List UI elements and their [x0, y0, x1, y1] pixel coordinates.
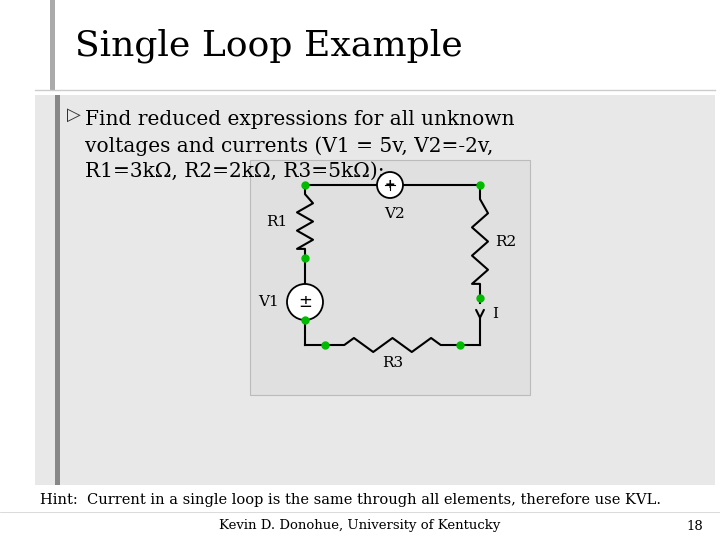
Text: R1=3kΩ, R2=2kΩ, R3=5kΩ):: R1=3kΩ, R2=2kΩ, R3=5kΩ):	[85, 162, 384, 181]
Text: voltages and currents (V1 = 5v, V2=-2v,: voltages and currents (V1 = 5v, V2=-2v,	[85, 136, 493, 156]
Circle shape	[377, 172, 403, 198]
Text: ±: ±	[298, 293, 312, 311]
Text: Kevin D. Donohue, University of Kentucky: Kevin D. Donohue, University of Kentucky	[220, 519, 500, 532]
Text: R3: R3	[382, 356, 403, 370]
Bar	[50, 0, 55, 90]
Bar	[250, 160, 530, 395]
Bar	[35, 95, 715, 485]
Text: I: I	[492, 307, 498, 321]
Text: Find reduced expressions for all unknown: Find reduced expressions for all unknown	[85, 110, 515, 129]
Text: Hint:  Current in a single loop is the same through all elements, therefore use : Hint: Current in a single loop is the sa…	[40, 493, 661, 507]
Bar	[55, 95, 60, 485]
Circle shape	[287, 284, 323, 320]
Bar	[0, 0, 720, 90]
Text: Single Loop Example: Single Loop Example	[75, 29, 463, 63]
Text: V1: V1	[258, 295, 279, 309]
Text: R2: R2	[495, 234, 517, 248]
Text: V2: V2	[384, 207, 405, 221]
Text: +: +	[384, 179, 395, 192]
Text: ▷: ▷	[67, 106, 81, 124]
Text: R1: R1	[266, 214, 287, 228]
Text: 18: 18	[687, 519, 703, 532]
